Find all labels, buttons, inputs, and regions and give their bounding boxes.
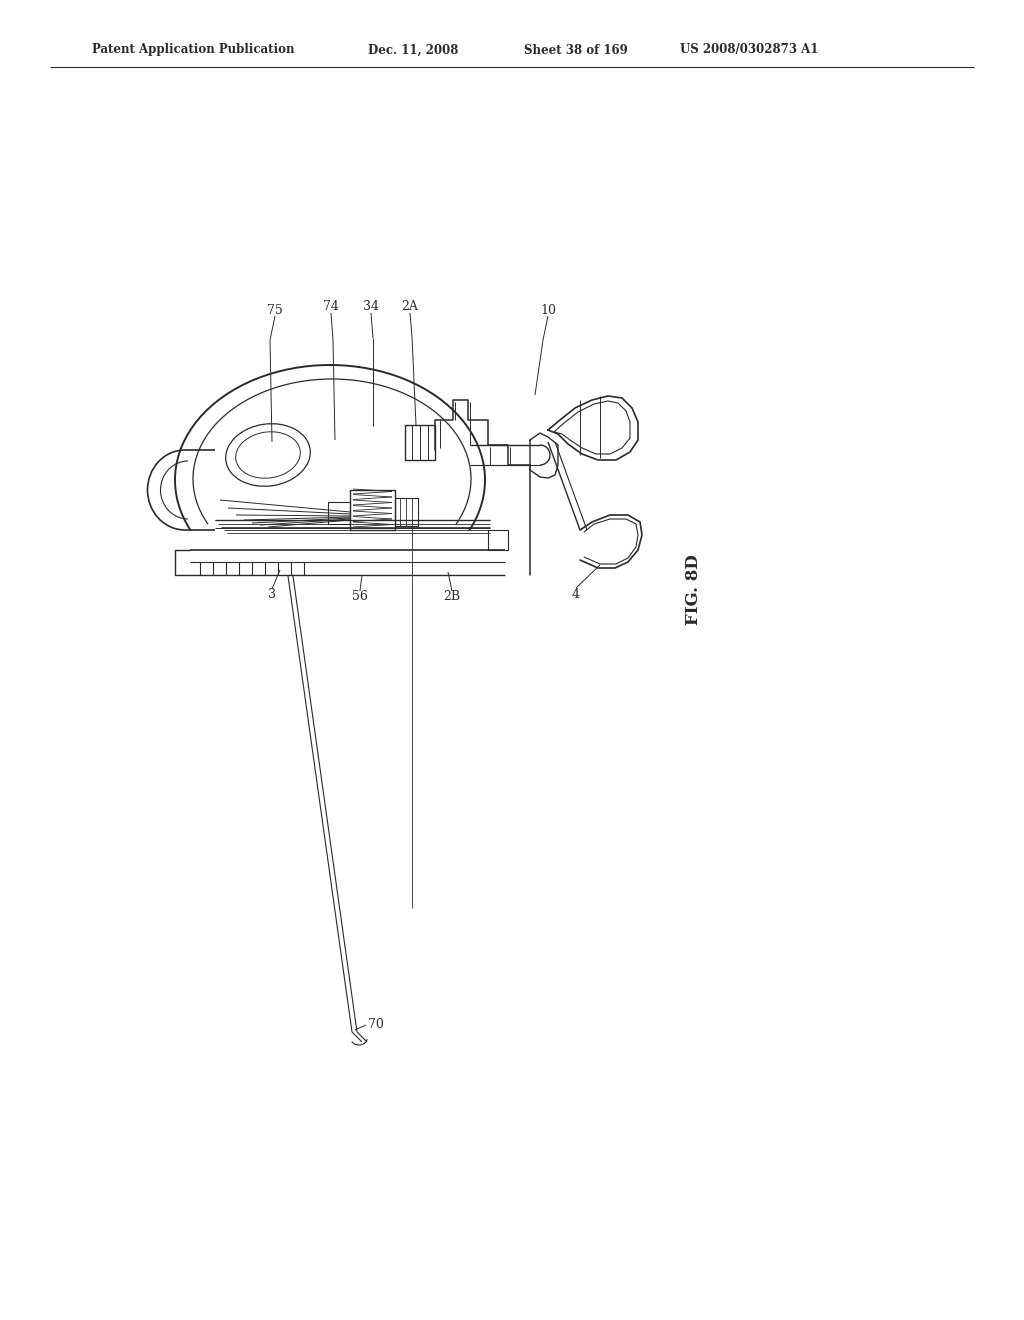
Text: Patent Application Publication: Patent Application Publication bbox=[92, 44, 295, 57]
Text: 75: 75 bbox=[267, 304, 283, 317]
Text: 34: 34 bbox=[362, 301, 379, 314]
Text: 2B: 2B bbox=[443, 590, 461, 603]
Text: Dec. 11, 2008: Dec. 11, 2008 bbox=[368, 44, 459, 57]
Text: 74: 74 bbox=[323, 301, 339, 314]
Text: 70: 70 bbox=[368, 1019, 384, 1031]
Text: 10: 10 bbox=[540, 304, 556, 317]
Text: 2A: 2A bbox=[401, 301, 419, 314]
Text: 3: 3 bbox=[268, 589, 276, 602]
Text: 4: 4 bbox=[572, 587, 580, 601]
Text: 56: 56 bbox=[352, 590, 368, 603]
Text: FIG. 8D: FIG. 8D bbox=[684, 554, 701, 626]
Text: Sheet 38 of 169: Sheet 38 of 169 bbox=[524, 44, 628, 57]
Text: US 2008/0302873 A1: US 2008/0302873 A1 bbox=[680, 44, 818, 57]
